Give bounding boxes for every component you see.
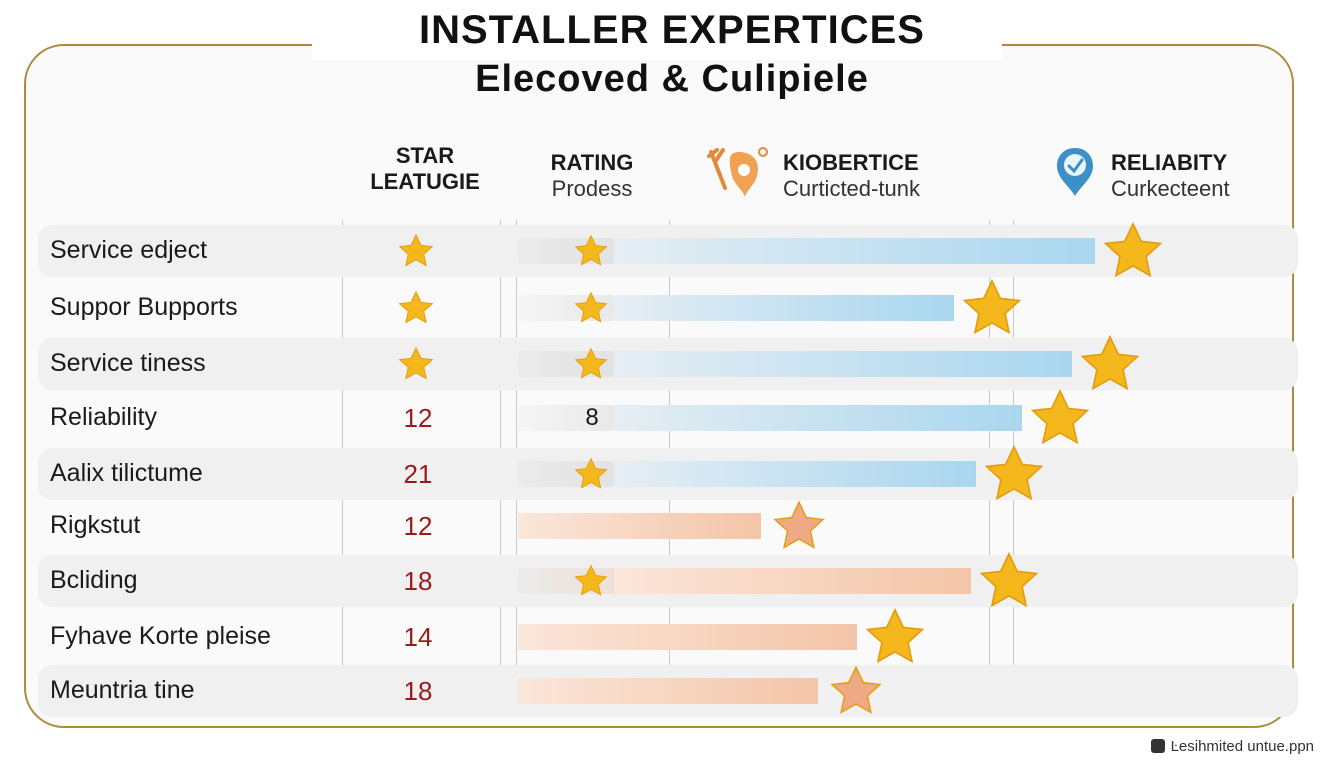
header-rating: RATING Prodess <box>512 150 672 203</box>
end-star-icon <box>1030 388 1089 445</box>
row-label: Bcliding <box>50 566 138 594</box>
chart-title: INSTALLER EXPERTICES <box>419 8 925 52</box>
footer: Ŀesihmited untue.ppn <box>1150 738 1314 755</box>
header-star-line2: LEATUGIE <box>370 169 480 195</box>
end-star-icon <box>979 551 1038 608</box>
chart-subtitle: Elecoved & Culipiele <box>475 58 869 100</box>
header-star: STAR LEATUGIE <box>340 143 510 196</box>
end-star-icon <box>866 607 925 664</box>
row-count: 12 <box>403 511 433 541</box>
row-bar <box>614 568 971 594</box>
row-bar <box>518 513 762 539</box>
header-expertise-line2: Curticted-tunk <box>783 176 920 202</box>
star-icon <box>398 290 434 324</box>
row-label: Service edject <box>50 236 208 264</box>
header-reliability-line1: RELIABITY <box>1111 150 1228 175</box>
row-count: 14 <box>403 622 433 652</box>
header-rating-line1: RATING <box>550 150 634 175</box>
rating-fade <box>518 405 614 431</box>
end-star-icon <box>830 665 882 714</box>
document-icon <box>1150 739 1165 753</box>
end-star-icon <box>773 500 825 549</box>
star-icon <box>574 347 608 379</box>
header-star-line1: STAR <box>395 143 455 168</box>
star-icon <box>398 346 434 380</box>
star-icon <box>398 233 434 267</box>
row-bar <box>614 405 1022 431</box>
row-label: Suppor Bupports <box>50 293 238 321</box>
end-star-icon <box>1103 221 1163 278</box>
row-label: Rigkstut <box>50 511 141 539</box>
row-bar <box>614 295 954 321</box>
row-count: 18 <box>403 676 433 706</box>
header-rating-line2: Prodess <box>551 176 633 202</box>
footer-text: Ŀesihmited untue.ppn <box>1170 738 1314 755</box>
header-reliability-line2: Curkecteent <box>1111 176 1230 202</box>
row-bar <box>518 624 858 650</box>
row-rating: 8 <box>585 404 599 431</box>
tools-pin-icon <box>707 147 768 198</box>
row-label: Service tiness <box>50 349 206 377</box>
row-bar <box>614 461 977 487</box>
row-count: 18 <box>403 566 433 596</box>
header-expertise: KIOBERTICE Curticted-tunk <box>705 147 975 203</box>
star-icon <box>574 564 608 596</box>
header-reliability: RELIABITY Curkecteent <box>1055 148 1285 203</box>
row-label: Meuntria tine <box>50 676 195 704</box>
location-pin-icon <box>1057 148 1093 196</box>
end-star-icon <box>1081 334 1140 391</box>
row-bar <box>518 678 818 704</box>
row-bar <box>614 351 1073 377</box>
row-bar <box>614 238 1096 264</box>
star-icon <box>574 291 608 323</box>
row-label: Aalix tilictume <box>50 459 203 487</box>
row-count: 12 <box>403 403 433 433</box>
end-star-icon <box>962 278 1021 335</box>
row-label: Fyhave Korte pleise <box>50 622 271 650</box>
row-label: Reliability <box>50 403 157 431</box>
end-star-icon <box>984 444 1044 501</box>
row-count: 21 <box>403 459 433 489</box>
header-expertise-line1: KIOBERTICE <box>783 150 919 175</box>
star-icon <box>574 457 608 489</box>
star-icon <box>574 234 608 266</box>
